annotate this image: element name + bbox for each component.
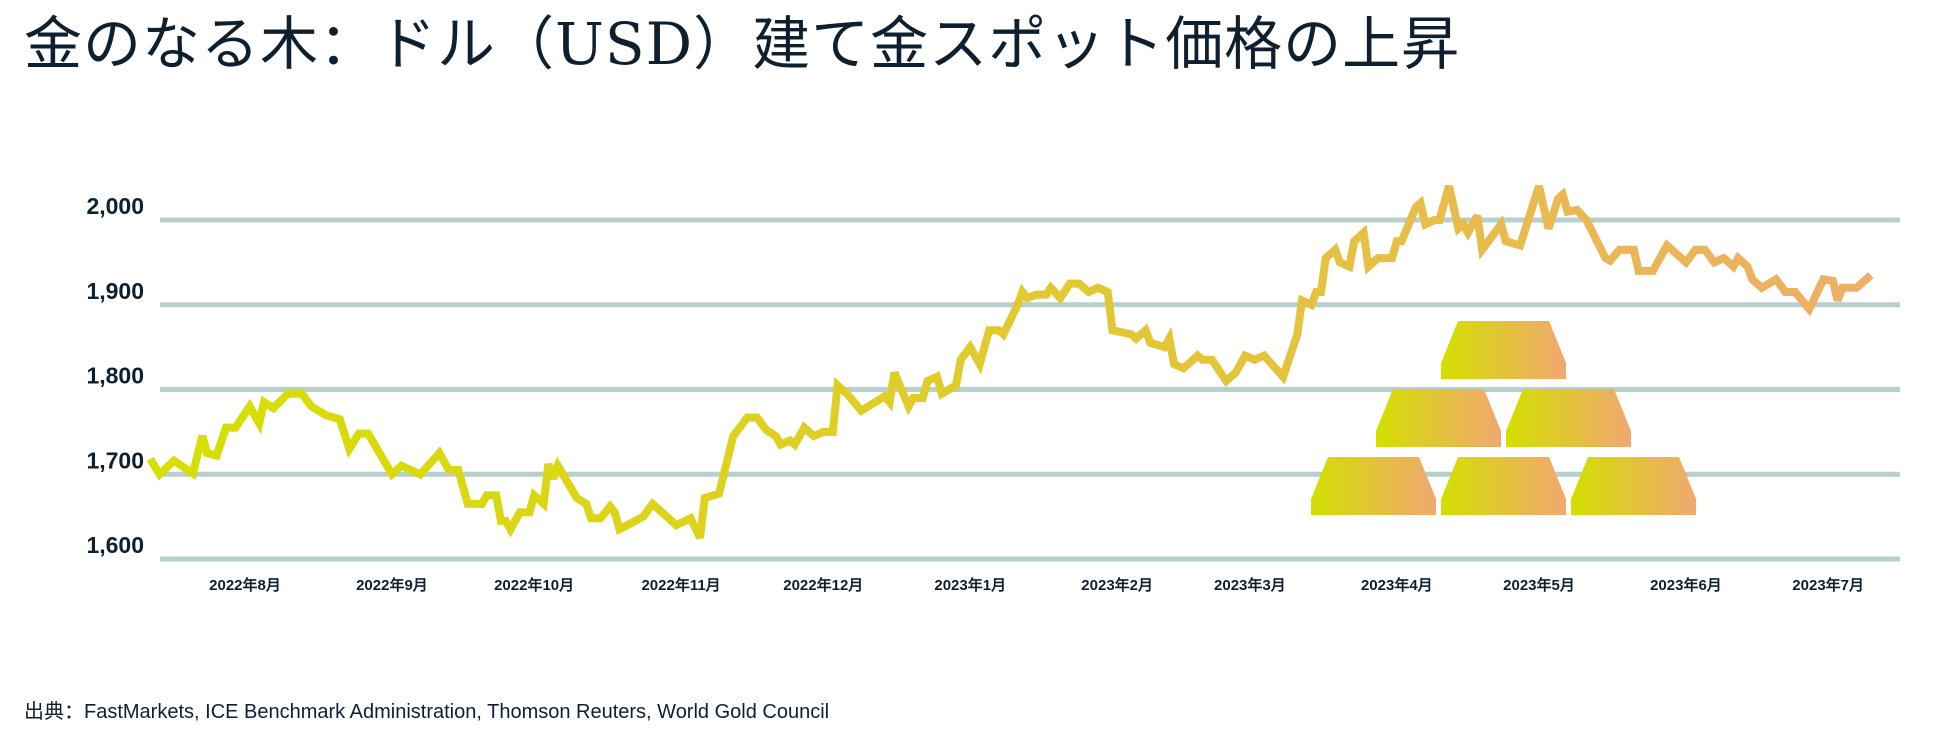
x-tick-label: 2023年5月 — [1503, 576, 1575, 594]
x-tick-label: 2023年4月 — [1361, 576, 1433, 594]
price-series — [146, 184, 1874, 540]
x-tick-label: 2022年8月 — [209, 576, 281, 594]
gold-bar-icon — [1441, 457, 1566, 515]
gold-bar-icon — [1441, 321, 1566, 379]
chart-title: 金のなる木：ドル（USD）建て金スポット価格の上昇 — [24, 10, 1461, 78]
x-tick-label: 2023年6月 — [1650, 576, 1722, 594]
y-tick-label: 1,900 — [86, 278, 144, 304]
x-tick-label: 2023年7月 — [1792, 576, 1864, 594]
gold-bar-icon — [1571, 457, 1696, 515]
x-tick-label: 2022年9月 — [356, 576, 428, 594]
x-tick-label: 2022年12月 — [783, 576, 863, 594]
x-axis-ticks: 2022年8月 2022年9月 2022年10月 2022年11月 2022年12月 20… — [209, 576, 1864, 594]
source-note: 出典：FastMarkets, ICE Benchmark Administra… — [24, 701, 830, 723]
price-line — [146, 184, 1874, 540]
y-tick-label: 1,700 — [86, 447, 144, 473]
y-axis-ticks: 2,000 1,900 1,800 1,700 1,600 — [86, 193, 144, 558]
x-tick-label: 2023年2月 — [1081, 576, 1153, 594]
y-tick-label: 2,000 — [86, 193, 144, 219]
y-tick-label: 1,800 — [86, 363, 144, 389]
x-tick-label: 2023年1月 — [934, 576, 1006, 594]
gold-bars-pyramid-icon — [1311, 321, 1696, 515]
gold-bar-icon — [1506, 389, 1631, 447]
gold-bar-icon — [1376, 389, 1501, 447]
x-tick-label: 2022年10月 — [494, 576, 574, 594]
x-tick-label: 2023年3月 — [1214, 576, 1286, 594]
gold-bar-icon — [1311, 457, 1436, 515]
x-tick-label: 2022年11月 — [641, 576, 720, 594]
y-tick-label: 1,600 — [86, 532, 144, 558]
